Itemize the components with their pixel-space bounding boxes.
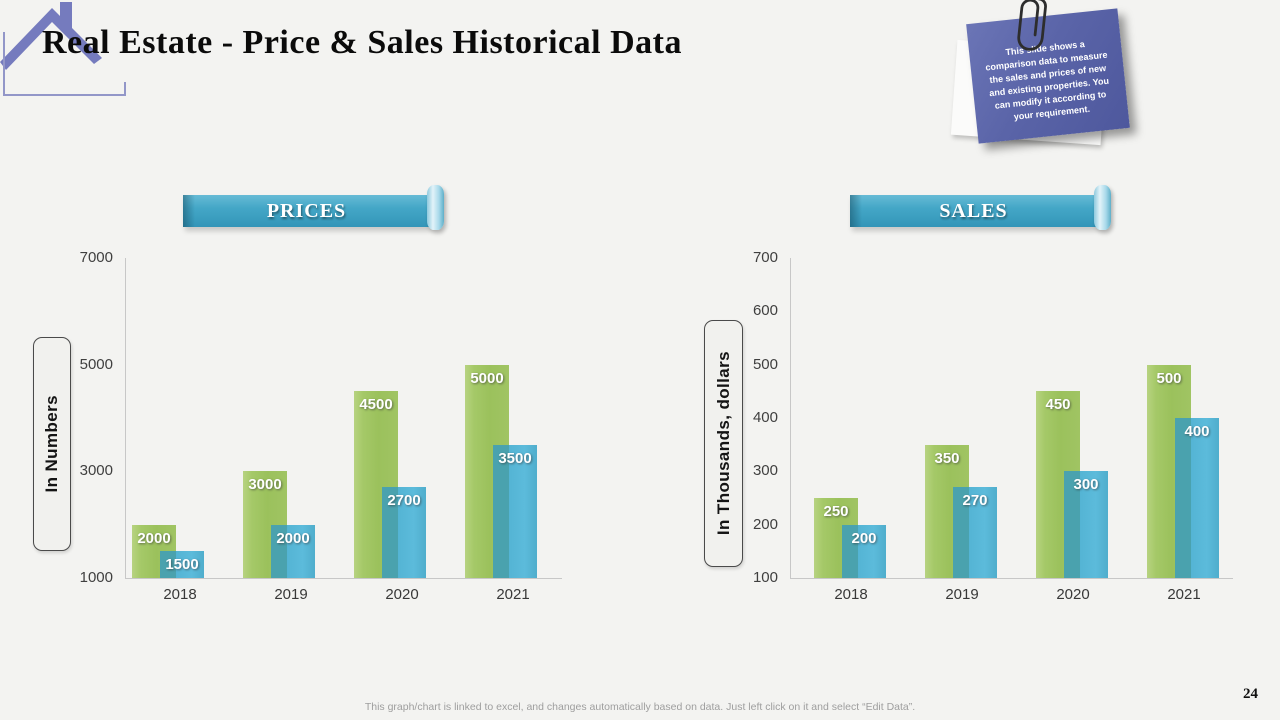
bar-series2-2018	[842, 524, 886, 578]
house-roof-shape	[0, 2, 102, 70]
bar-series2-2021	[1175, 418, 1219, 578]
bar-value-label: 300	[1073, 476, 1099, 494]
x-tick-label: 2018	[834, 586, 868, 603]
footer-note: This graph/chart is linked to excel, and…	[364, 701, 916, 713]
y-axis-title-box: In Thousands, dollars	[704, 320, 743, 567]
y-tick-label: 400	[752, 409, 778, 426]
y-tick-label: 700	[752, 249, 778, 266]
bar-value-label: 2000	[276, 529, 310, 547]
y-tick-label: 100	[752, 569, 778, 586]
sticky-note: This slide shows a comparison data to me…	[950, 0, 1147, 165]
y-tick-label: 600	[752, 302, 778, 320]
bar-series2-2020	[1064, 471, 1108, 578]
house-icon	[0, 2, 126, 96]
y-tick-label: 500	[752, 355, 778, 373]
bar-value-label: 200	[851, 529, 877, 547]
x-tick-label: 2019	[274, 586, 308, 603]
x-tick-label: 2021	[496, 586, 530, 603]
bar-value-label: 350	[934, 449, 960, 467]
ribbon-sales: SALES	[850, 185, 1111, 230]
y-axis-title: In Thousands, dollars	[713, 351, 733, 536]
x-tick-label: 2019	[945, 586, 979, 603]
bar-value-label: 2700	[387, 492, 421, 510]
x-axis-line	[790, 578, 1233, 579]
ribbon-sales-curl	[1094, 185, 1111, 230]
y-axis-line	[790, 258, 791, 578]
ribbon-prices-band	[183, 195, 430, 227]
bar-value-label: 270	[962, 492, 988, 510]
bar-series2-2019	[953, 487, 997, 578]
bar-value-label: 1500	[165, 556, 199, 574]
ribbon-sales-label: SALES	[939, 200, 1008, 222]
y-tick-label: 200	[752, 515, 778, 533]
bar-series2-2018	[160, 551, 204, 578]
bar-value-label: 500	[1156, 369, 1182, 387]
bar-value-label: 2000	[137, 529, 171, 547]
bar-value-label: 4500	[359, 396, 393, 414]
y-tick-label: 300	[752, 462, 778, 480]
bar-value-label: 5000	[470, 369, 504, 387]
bar-series2-2021	[493, 444, 537, 578]
house-wall-outline	[3, 32, 126, 96]
paperclip-icon	[1017, 0, 1047, 51]
y-axis-line	[125, 258, 126, 578]
x-tick-label: 2020	[385, 586, 419, 603]
ribbon-prices: PRICES	[183, 185, 444, 230]
x-tick-label: 2021	[1167, 586, 1201, 603]
ribbon-prices-curl	[427, 185, 444, 230]
ribbon-prices-label: PRICES	[266, 200, 347, 222]
ribbon-sales-band	[850, 195, 1097, 227]
bar-value-label: 3000	[248, 476, 282, 494]
page-title: Real Estate - Price & Sales Historical D…	[42, 24, 682, 61]
y-tick-label: 1000	[79, 569, 113, 586]
page-number: 24	[1243, 686, 1258, 702]
bar-value-label: 400	[1184, 423, 1210, 440]
x-axis-line	[125, 578, 562, 579]
bar-value-label: 450	[1045, 396, 1071, 414]
y-tick-label: 5000	[79, 355, 113, 373]
bar-value-label: 3500	[498, 449, 532, 467]
x-tick-label: 2020	[1056, 586, 1090, 603]
y-tick-label: 3000	[79, 462, 113, 480]
y-tick-label: 7000	[79, 249, 113, 266]
y-axis-title-box: In Numbers	[33, 337, 71, 551]
bar-series2-2019	[271, 524, 315, 578]
bar-value-label: 250	[823, 503, 849, 520]
bar-series2-2020	[382, 487, 426, 578]
x-tick-label: 2018	[163, 586, 197, 603]
